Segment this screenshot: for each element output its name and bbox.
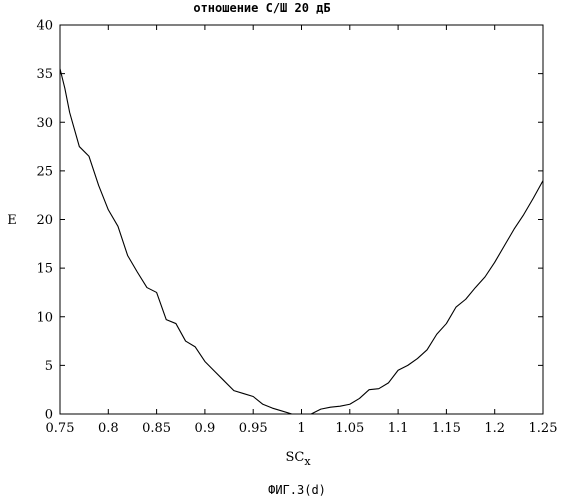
y-tick-label-5: 25 bbox=[36, 164, 53, 179]
y-tick-label-0: 0 bbox=[45, 408, 53, 423]
y-tick-label-2: 10 bbox=[36, 310, 53, 325]
y-axis-label: E bbox=[7, 213, 17, 228]
chart-title: отношение С/Ш 20 дБ bbox=[193, 1, 330, 15]
x-tick-label-2: 0.85 bbox=[142, 421, 171, 436]
x-tick-label-6: 1.05 bbox=[335, 421, 364, 436]
x-tick-label-8: 1.15 bbox=[432, 421, 461, 436]
y-tick-label-6: 30 bbox=[36, 116, 53, 131]
x-tick-label-0: 0.75 bbox=[46, 421, 75, 436]
y-tick-label-4: 20 bbox=[36, 213, 53, 228]
y-tick-label-1: 5 bbox=[45, 359, 53, 374]
x-tick-label-5: 1 bbox=[297, 421, 305, 436]
x-tick-label-10: 1.25 bbox=[529, 421, 558, 436]
x-tick-label-1: 0.8 bbox=[98, 421, 119, 436]
y-tick-label-7: 35 bbox=[36, 67, 53, 82]
ticks-layer: 0.75 0.8 0.85 0.9 0.95 1 1.05 1.1 1.15 1.2 1.25 0 5 1… bbox=[36, 19, 557, 437]
x-axis-label: SCx bbox=[285, 450, 311, 468]
series-layer bbox=[60, 69, 543, 414]
y-tick-label-3: 15 bbox=[36, 262, 53, 277]
x-axis-label-main: SC bbox=[285, 450, 304, 465]
plot-frame bbox=[60, 25, 543, 414]
x-tick-label-9: 1.2 bbox=[484, 421, 505, 436]
x-tick-label-3: 0.9 bbox=[195, 421, 216, 436]
series-line-0 bbox=[60, 69, 543, 414]
x-tick-label-7: 1.1 bbox=[388, 421, 409, 436]
x-tick-label-4: 0.95 bbox=[239, 421, 268, 436]
x-axis-label-subscript: x bbox=[304, 455, 311, 468]
y-tick-label-8: 40 bbox=[36, 19, 53, 34]
figure-caption: ФИГ.3(d) bbox=[268, 483, 326, 497]
